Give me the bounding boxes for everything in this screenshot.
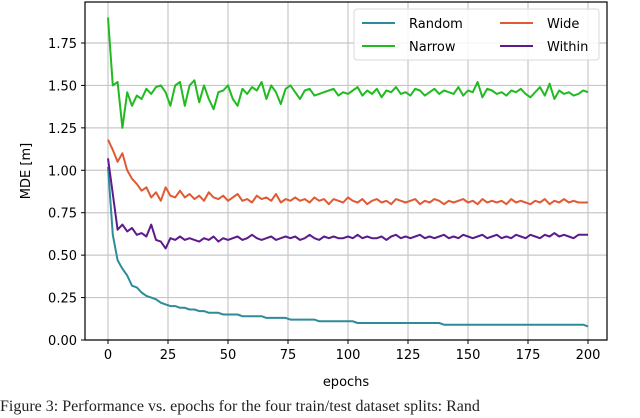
x-tick-label: 50	[220, 348, 237, 363]
series-line-wide	[107, 139, 588, 206]
figure-caption: Figure 3: Performance vs. epochs for the…	[0, 398, 480, 415]
x-tick-label: 0	[104, 348, 112, 363]
x-axis-label: epochs	[323, 375, 370, 390]
legend: Random Narrow Wide Within	[353, 8, 600, 61]
series-line-random	[107, 166, 589, 328]
series-line-narrow	[107, 17, 589, 129]
y-tick-label: 1.75	[48, 37, 77, 52]
series-lines	[107, 17, 589, 328]
legend-label-narrow: Narrow	[409, 40, 456, 55]
y-tick-label: 0.25	[48, 292, 77, 307]
series-line-within	[107, 158, 588, 250]
x-axis-ticks: 0 25 50 75 100 125 150 175 200	[104, 340, 601, 363]
y-tick-label: 1.50	[48, 79, 77, 94]
y-tick-label: 0.75	[48, 207, 77, 222]
y-tick-label: 0.00	[48, 334, 77, 349]
y-axis-label: MDE [m]	[19, 143, 34, 199]
x-tick-label: 150	[456, 348, 481, 363]
x-tick-label: 175	[516, 348, 541, 363]
legend-label-within: Within	[547, 40, 588, 55]
legend-label-random: Random	[409, 17, 463, 32]
x-tick-label: 200	[576, 348, 601, 363]
x-tick-label: 25	[160, 348, 177, 363]
y-tick-label: 1.25	[48, 122, 77, 137]
axes-frame	[84, 1, 608, 341]
legend-frame	[353, 8, 600, 61]
x-tick-label: 125	[396, 348, 421, 363]
x-tick-label: 75	[280, 348, 297, 363]
y-axis-ticks: 0.00 0.25 0.50 0.75 1.00 1.25 1.50 1.75	[48, 37, 85, 349]
y-tick-label: 0.50	[48, 249, 77, 264]
legend-label-wide: Wide	[547, 17, 579, 32]
y-tick-label: 1.00	[48, 164, 77, 179]
x-tick-label: 100	[336, 348, 361, 363]
